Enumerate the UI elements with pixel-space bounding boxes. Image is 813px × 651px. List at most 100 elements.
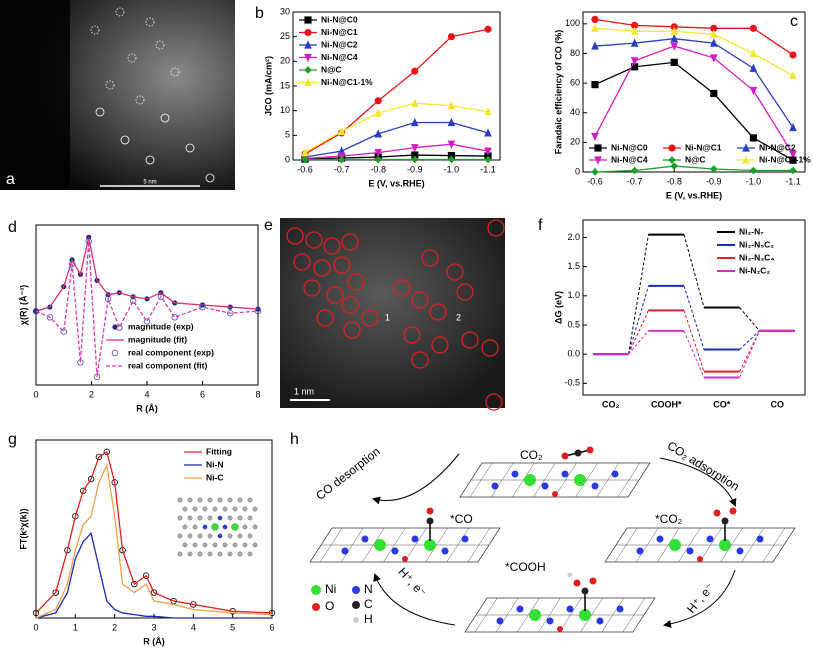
ni-atom [529, 609, 541, 621]
y-tick-label: 100 [565, 18, 580, 28]
data-point [447, 33, 455, 41]
data-point [749, 86, 758, 96]
data-point [789, 166, 797, 175]
inset-atom [242, 506, 248, 512]
ni-atom [424, 539, 436, 551]
data-point [447, 101, 456, 110]
state-label: *CO₂ [655, 512, 683, 526]
data-point [304, 77, 312, 87]
data-point [150, 589, 158, 596]
data-point [410, 98, 419, 107]
inset-atom [207, 515, 213, 521]
data-point [591, 168, 599, 176]
n-atom [496, 617, 504, 625]
y-axis-label: ΔG (eV) [553, 291, 563, 324]
data-point [594, 156, 602, 165]
x-tick-label: -1.1 [785, 176, 801, 186]
x-tick-label: -0.9 [407, 164, 423, 174]
data-point [68, 260, 76, 268]
data-point [142, 572, 150, 579]
panel-label: g [8, 431, 17, 448]
data-point [484, 147, 492, 156]
inset-atom [182, 524, 188, 530]
o-atom [426, 507, 434, 515]
series-line [594, 165, 793, 173]
inset-atom [217, 551, 223, 557]
legend-label: Ni-N@C4 [321, 52, 358, 62]
atom-circles-e [286, 219, 505, 411]
cycle-arrow [373, 573, 456, 626]
inset-atom [227, 515, 233, 521]
energy-connector [628, 234, 649, 355]
data-point [789, 71, 797, 80]
y-tick-label: 0 [285, 154, 290, 164]
step-label: H⁺, e⁻ [395, 565, 429, 600]
y-tick-label: 10 [280, 105, 290, 115]
energy-connector [628, 285, 649, 355]
n-atom [391, 547, 399, 555]
legend-label: Ni-N@C1-1% [321, 77, 373, 87]
legend-label: magnitude (fit) [128, 334, 187, 344]
data-point [301, 147, 309, 157]
data-point [670, 162, 678, 170]
data-point [374, 97, 382, 105]
state-label: *COOH [505, 560, 546, 574]
panel-label: d [8, 219, 17, 236]
legend-label: Ni-N@C2 [321, 39, 358, 49]
step-label: CO₂ adsorption [665, 438, 742, 493]
inset-atom [222, 542, 228, 548]
inset-atom [252, 524, 258, 530]
inset-atom [247, 551, 253, 557]
inset-atom [187, 533, 193, 539]
inset-structure [172, 495, 257, 570]
y-tick-label: 0.0 [567, 349, 580, 359]
n-atom [591, 482, 599, 490]
data-point [374, 148, 383, 158]
energy-connector [683, 330, 705, 378]
data-point [304, 53, 312, 63]
inset-atom [177, 533, 183, 539]
inset-atom [202, 542, 208, 548]
inset-atom [227, 551, 233, 557]
data-point [591, 23, 599, 32]
n-atom [361, 535, 369, 543]
y-tick-label: -0.5 [564, 378, 580, 388]
data-point [447, 117, 456, 127]
data-point [112, 324, 118, 330]
inset-atom [212, 542, 218, 548]
c-atom [574, 449, 582, 457]
data-point [710, 89, 718, 98]
data-point [709, 54, 718, 63]
data-point [129, 297, 137, 305]
series-line [304, 102, 489, 154]
atom-legend-label: N [364, 582, 373, 596]
inset-atom [217, 533, 223, 539]
data-point [749, 134, 758, 142]
ni-atom [669, 539, 681, 551]
inset-atom [227, 497, 233, 503]
x-axis-label: R (Å) [143, 636, 165, 646]
n-atom [566, 605, 574, 613]
inset-atom [247, 533, 253, 539]
data-point [668, 144, 676, 152]
c-atom [581, 587, 589, 595]
data-point [52, 589, 59, 596]
data-point [374, 155, 382, 164]
data-point [131, 580, 138, 588]
graphene-sheet [464, 572, 656, 633]
data-point [304, 40, 312, 49]
inset-atom [197, 551, 203, 557]
cycle-arrow [659, 457, 737, 507]
data-point [374, 129, 383, 138]
n-atom [756, 535, 764, 543]
series-line [35, 241, 259, 377]
n-atom [411, 535, 419, 543]
x-tick-label: 6 [269, 622, 274, 632]
inset-atom [207, 533, 213, 539]
inset-atom [197, 497, 203, 503]
sheet-outline [604, 527, 796, 563]
data-point [143, 318, 151, 325]
site-label: 1 [385, 312, 390, 322]
data-point [484, 155, 492, 164]
